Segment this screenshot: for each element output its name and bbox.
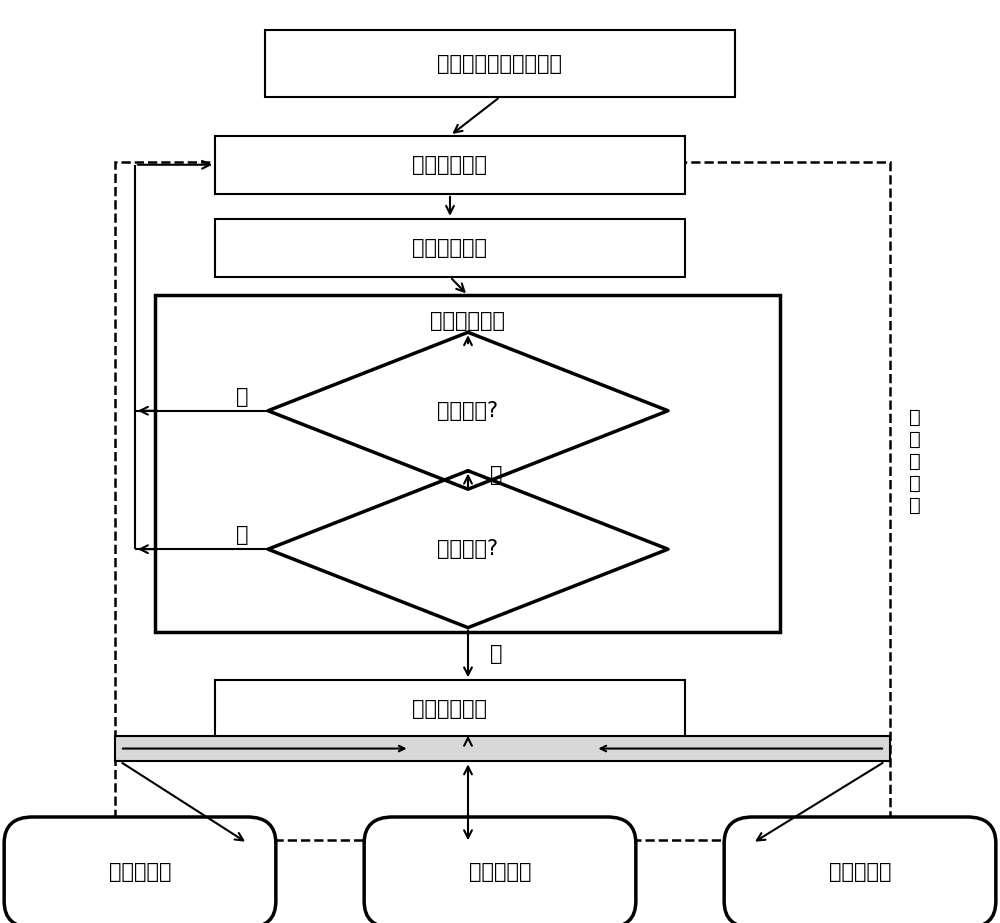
Bar — [155, 295, 780, 632]
Polygon shape — [268, 471, 668, 628]
Text: 需要报警?: 需要报警? — [437, 539, 499, 559]
Text: 报警客户端: 报警客户端 — [109, 862, 171, 882]
Text: 否: 否 — [236, 525, 248, 545]
Text: 否: 否 — [490, 465, 503, 485]
Text: 报警客户端: 报警客户端 — [469, 862, 531, 882]
Text: 是: 是 — [490, 644, 503, 664]
FancyBboxPatch shape — [364, 817, 636, 923]
Text: 特征相似?: 特征相似? — [437, 401, 499, 421]
Text: 特征提取模块: 特征提取模块 — [412, 238, 487, 258]
Bar — [115, 162, 890, 840]
Text: 报
警
服
务
器: 报 警 服 务 器 — [909, 408, 921, 515]
Polygon shape — [268, 332, 668, 489]
Bar — [215, 219, 685, 277]
Text: 特征分析模块: 特征分析模块 — [430, 311, 505, 331]
Text: 是: 是 — [236, 387, 248, 407]
Text: 数据采集模块: 数据采集模块 — [412, 155, 487, 174]
Bar — [215, 680, 685, 738]
FancyBboxPatch shape — [4, 817, 276, 923]
Bar — [215, 136, 685, 194]
Text: 非制冷红外温度探测器: 非制冷红外温度探测器 — [438, 54, 562, 74]
FancyBboxPatch shape — [724, 817, 996, 923]
Text: 报警服务模块: 报警服务模块 — [412, 700, 487, 719]
Text: 报警客户端: 报警客户端 — [829, 862, 891, 882]
Bar — [265, 30, 735, 97]
Bar — [115, 736, 890, 761]
